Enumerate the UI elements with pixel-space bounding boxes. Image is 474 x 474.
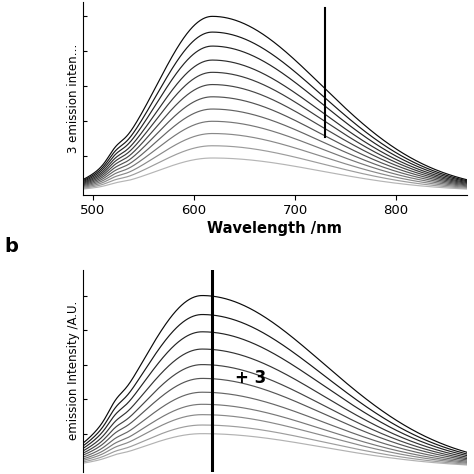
Text: b: b xyxy=(5,237,18,256)
Text: + 3: + 3 xyxy=(235,369,266,387)
Y-axis label: 3 emission inten…: 3 emission inten… xyxy=(67,44,81,153)
Y-axis label: emission Intensity /A.U.: emission Intensity /A.U. xyxy=(67,301,81,440)
X-axis label: Wavelength /nm: Wavelength /nm xyxy=(208,221,342,236)
